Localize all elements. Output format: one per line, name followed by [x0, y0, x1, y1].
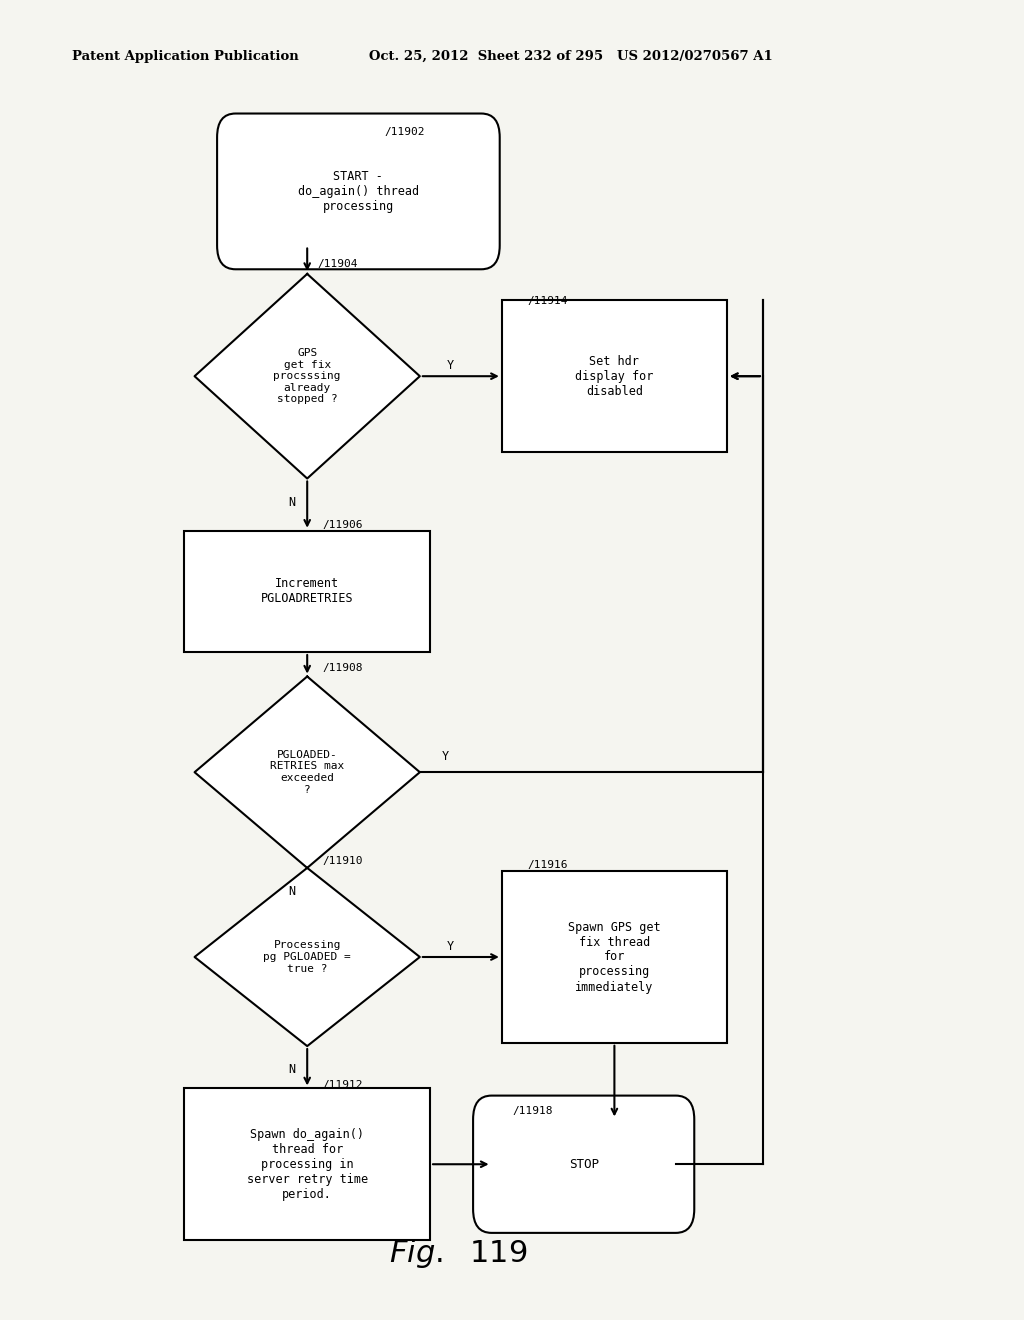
Text: /11910: /11910 [323, 855, 364, 866]
Text: Y: Y [442, 750, 449, 763]
Text: N: N [289, 496, 295, 508]
FancyBboxPatch shape [217, 114, 500, 269]
Text: /11902: /11902 [384, 127, 425, 137]
FancyBboxPatch shape [473, 1096, 694, 1233]
Text: Y: Y [447, 359, 454, 372]
Text: STOP: STOP [568, 1158, 599, 1171]
Polygon shape [195, 869, 420, 1045]
Text: /11916: /11916 [527, 859, 568, 870]
Text: Processing
pg PGLOADED =
true ?: Processing pg PGLOADED = true ? [263, 940, 351, 974]
Text: PGLOADED-
RETRIES max
exceeded
?: PGLOADED- RETRIES max exceeded ? [270, 750, 344, 795]
Text: /11914: /11914 [527, 296, 568, 306]
Text: GPS
get fix
procsssing
already
stopped ?: GPS get fix procsssing already stopped ? [273, 348, 341, 404]
Text: Increment
PGLOADRETRIES: Increment PGLOADRETRIES [261, 577, 353, 606]
Text: /11912: /11912 [323, 1080, 364, 1090]
Text: N: N [289, 886, 295, 898]
Text: /11918: /11918 [512, 1106, 553, 1117]
Text: Oct. 25, 2012  Sheet 232 of 295   US 2012/0270567 A1: Oct. 25, 2012 Sheet 232 of 295 US 2012/0… [369, 50, 772, 63]
Text: Spawn GPS get
fix thread
for
processing
immediately: Spawn GPS get fix thread for processing … [568, 920, 660, 994]
Text: Y: Y [447, 940, 454, 953]
Text: /11904: /11904 [317, 259, 358, 269]
Bar [184, 1088, 430, 1241]
Text: /11908: /11908 [323, 663, 364, 673]
Bar [184, 531, 430, 652]
Polygon shape [195, 275, 420, 479]
Text: /11906: /11906 [323, 520, 364, 531]
Text: Set hdr
display for
disabled: Set hdr display for disabled [575, 355, 653, 397]
Polygon shape [195, 676, 420, 869]
Text: N: N [289, 1064, 295, 1076]
Text: START -
do_again() thread
processing: START - do_again() thread processing [298, 170, 419, 213]
Bar [502, 871, 727, 1043]
Text: Patent Application Publication: Patent Application Publication [72, 50, 298, 63]
Bar [502, 301, 727, 451]
Text: $\mathit{Fig.}$  119: $\mathit{Fig.}$ 119 [389, 1237, 527, 1270]
Text: Spawn do_again()
thread for
processing in
server retry time
period.: Spawn do_again() thread for processing i… [247, 1127, 368, 1201]
